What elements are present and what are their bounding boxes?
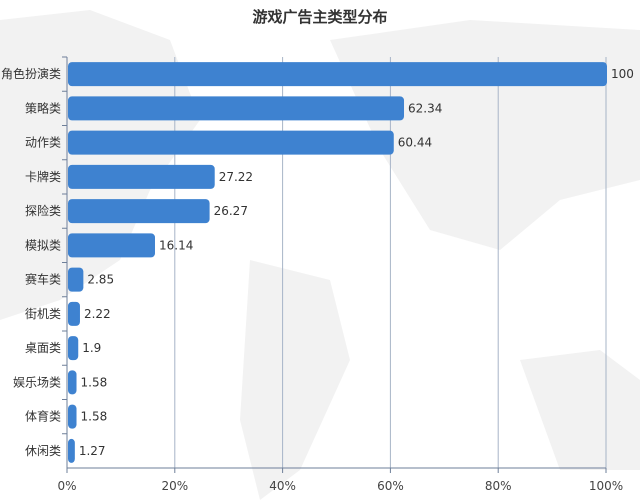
data-label: 100 xyxy=(611,67,634,81)
chart-title: 游戏广告主类型分布 xyxy=(252,8,388,26)
category-label: 桌面类 xyxy=(25,341,61,355)
x-tick-label: 60% xyxy=(377,479,404,493)
data-label: 2.85 xyxy=(87,273,114,287)
category-label: 探险类 xyxy=(25,203,61,218)
data-label: 60.44 xyxy=(398,136,432,150)
x-tick-label: 20% xyxy=(161,479,188,493)
category-label: 卡牌类 xyxy=(25,170,61,184)
bar xyxy=(68,301,80,326)
data-label: 26.27 xyxy=(214,204,248,218)
bar xyxy=(68,164,215,189)
bar xyxy=(68,199,210,224)
bar xyxy=(68,130,394,155)
bar xyxy=(68,438,75,463)
data-label: 16.14 xyxy=(159,238,193,252)
category-label: 休闲类 xyxy=(25,444,61,458)
grid-lines xyxy=(174,57,607,468)
data-label: 1.58 xyxy=(81,375,108,389)
bar xyxy=(68,370,77,395)
category-label: 赛车类 xyxy=(25,272,61,287)
data-label: 2.22 xyxy=(84,307,111,321)
axes: 0% 20% 40% 60% 80% 100% 角色扮演类策略类动作类卡牌类探险类模拟类赛车… xyxy=(1,56,623,493)
bar xyxy=(68,267,84,292)
category-label: 娱乐场类 xyxy=(13,375,61,389)
data-label: 27.22 xyxy=(219,170,253,184)
bar xyxy=(68,404,77,429)
map-shape xyxy=(520,350,640,470)
data-label: 62.34 xyxy=(408,101,442,115)
bar xyxy=(68,96,405,121)
category-label: 街机类 xyxy=(25,307,61,321)
x-tick-label: 0% xyxy=(57,479,76,493)
data-label: 1.9 xyxy=(82,341,101,355)
data-label: 1.27 xyxy=(79,444,106,458)
category-label: 动作类 xyxy=(25,136,61,150)
map-shape xyxy=(240,260,350,500)
category-label: 体育类 xyxy=(25,409,61,424)
bars: 100 62.34 60.44 27.22 26.27 16.14 2.85 2.22 1.9 1… xyxy=(68,62,634,463)
bar xyxy=(68,336,79,361)
x-tick-label: 40% xyxy=(269,479,296,493)
x-tick-label: 100% xyxy=(589,479,623,493)
category-label: 模拟类 xyxy=(25,238,61,252)
bar xyxy=(68,233,155,258)
x-tick-label: 80% xyxy=(485,479,512,493)
data-label: 1.58 xyxy=(81,410,108,424)
bar xyxy=(68,62,607,87)
category-label: 策略类 xyxy=(25,100,61,115)
category-label: 角色扮演类 xyxy=(1,66,61,81)
